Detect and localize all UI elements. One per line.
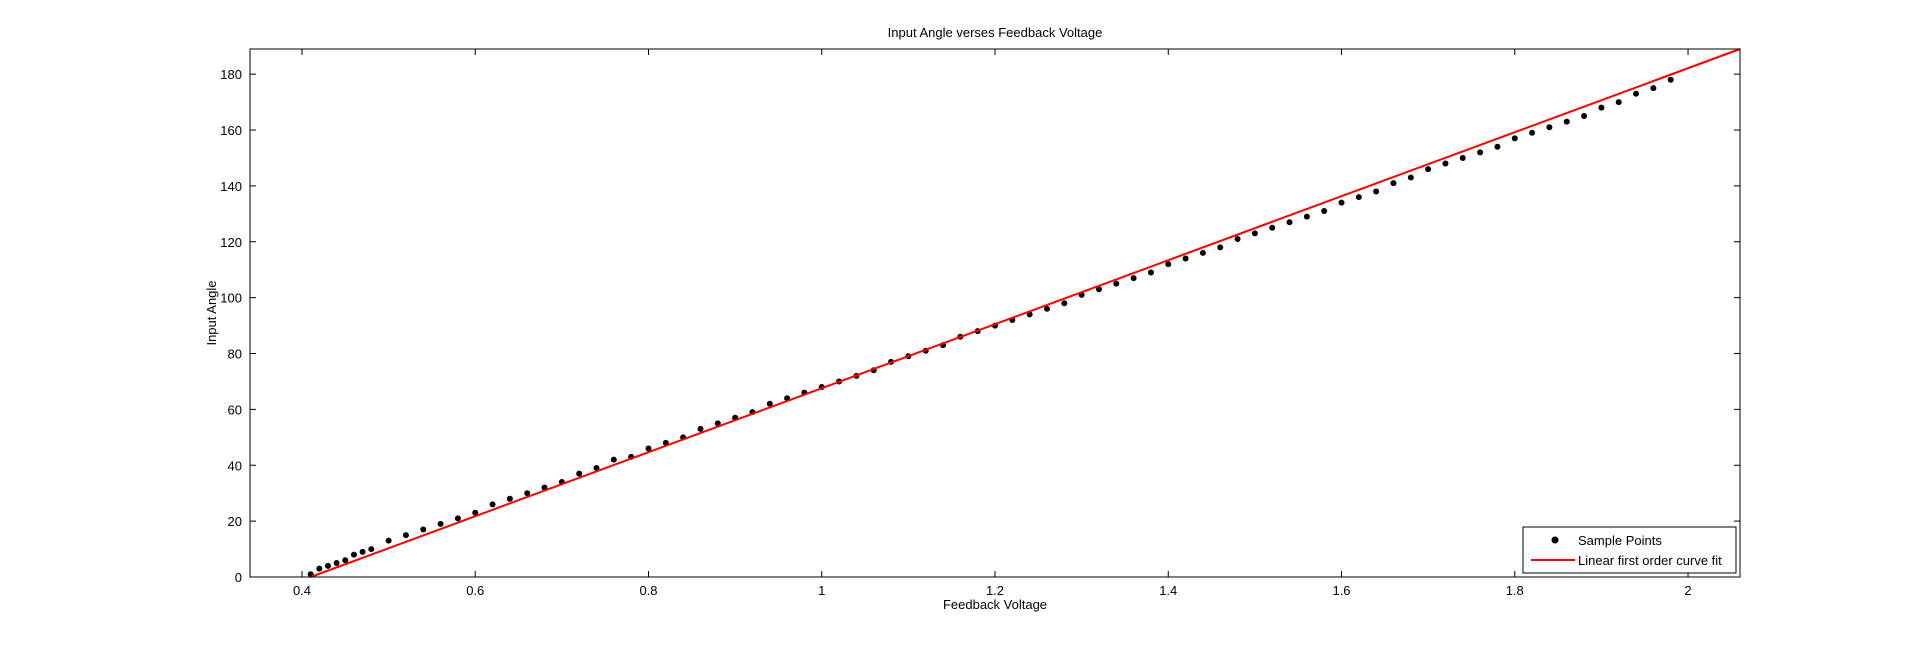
x-tick-label: 0.4	[293, 583, 311, 598]
x-tick-label: 1.8	[1506, 583, 1524, 598]
sample-point	[454, 515, 461, 522]
sample-point	[1130, 275, 1137, 282]
y-tick-label: 120	[220, 235, 242, 250]
x-axis-ticks: 0.4 0.6 0.8 1 1.2 1.4 1.6 1.8 2	[293, 49, 1692, 598]
sample-point	[1477, 149, 1484, 156]
plot-area	[250, 49, 1740, 577]
sample-point	[1303, 213, 1310, 220]
sample-point	[1581, 113, 1588, 120]
y-tick-label: 100	[220, 291, 242, 306]
y-tick-label: 0	[235, 570, 242, 585]
x-tick-label: 2	[1684, 583, 1691, 598]
sample-point	[1217, 244, 1224, 251]
sample-point	[1563, 118, 1570, 125]
sample-point	[1234, 235, 1241, 242]
sample-point	[1494, 143, 1501, 150]
sample-point	[1511, 135, 1518, 142]
sample-point	[1459, 154, 1466, 161]
x-tick-label: 0.6	[466, 583, 484, 598]
sample-point	[342, 557, 349, 564]
y-tick-label: 180	[220, 67, 242, 82]
sample-point	[1355, 194, 1362, 201]
sample-point	[1043, 305, 1050, 312]
sample-point	[333, 560, 340, 567]
sample-point	[1269, 224, 1276, 231]
sample-point	[385, 537, 392, 544]
sample-point	[593, 465, 600, 472]
sample-point	[1425, 166, 1432, 173]
sample-point	[610, 456, 617, 463]
curve-fit-line	[310, 48, 1741, 578]
y-tick-label: 80	[228, 347, 242, 362]
sample-point	[350, 551, 357, 558]
sample-point	[1182, 255, 1189, 262]
sample-point	[1338, 199, 1345, 206]
legend-label-curve-fit: Linear first order curve fit	[1578, 553, 1722, 568]
sample-point	[576, 470, 583, 477]
sample-point	[1147, 269, 1154, 276]
sample-point	[714, 420, 721, 427]
y-tick-label: 40	[228, 458, 242, 473]
x-tick-label: 1.6	[1332, 583, 1350, 598]
sample-point	[1529, 129, 1536, 136]
sample-point	[1650, 85, 1657, 92]
legend: Sample Points Linear first order curve f…	[1522, 526, 1737, 574]
sample-point	[1667, 76, 1674, 83]
sample-point	[766, 400, 773, 407]
legend-label-sample-points: Sample Points	[1578, 533, 1662, 548]
sample-point	[1615, 99, 1622, 106]
x-axis-label: Feedback Voltage	[943, 597, 1047, 612]
sample-point	[324, 562, 331, 569]
sample-point	[1633, 90, 1640, 97]
sample-point	[368, 546, 375, 553]
y-tick-label: 20	[228, 514, 242, 529]
sample-point	[472, 509, 479, 516]
sample-point	[1113, 280, 1120, 287]
x-tick-label: 1	[818, 583, 825, 598]
y-tick-label: 160	[220, 123, 242, 138]
sample-point	[1061, 300, 1068, 307]
sample-point	[524, 490, 531, 497]
y-tick-label: 60	[228, 402, 242, 417]
x-tick-label: 1.2	[986, 583, 1004, 598]
sample-point	[1321, 208, 1328, 215]
sample-point	[359, 548, 366, 555]
sample-point	[402, 532, 409, 539]
sample-point	[1373, 188, 1380, 195]
sample-point	[1199, 249, 1206, 256]
sample-point	[645, 445, 652, 452]
legend-box	[1522, 526, 1737, 574]
sample-point	[437, 520, 444, 527]
sample-point	[1390, 180, 1397, 187]
data-marks	[307, 48, 1741, 578]
y-axis-label: Input Angle	[204, 280, 219, 345]
sample-point	[1442, 160, 1449, 167]
sample-point	[1598, 104, 1605, 111]
sample-point	[1165, 261, 1172, 268]
x-tick-label: 1.4	[1159, 583, 1177, 598]
sample-point	[489, 501, 496, 508]
y-tick-label: 140	[220, 179, 242, 194]
sample-point	[506, 495, 513, 502]
sample-point	[316, 565, 323, 572]
y-axis-ticks: 0 20 40 60 80 100 120 140 160 180	[220, 67, 1740, 585]
sample-point	[420, 526, 427, 533]
sample-point	[1286, 219, 1293, 226]
sample-point	[1407, 174, 1414, 181]
sample-point	[1251, 230, 1258, 237]
sample-point	[1095, 286, 1102, 293]
legend-marker-sample-points	[1551, 536, 1559, 544]
chart-title: Input Angle verses Feedback Voltage	[888, 25, 1103, 40]
x-tick-label: 0.8	[639, 583, 657, 598]
sample-point	[1546, 124, 1553, 131]
sample-point	[697, 425, 704, 432]
